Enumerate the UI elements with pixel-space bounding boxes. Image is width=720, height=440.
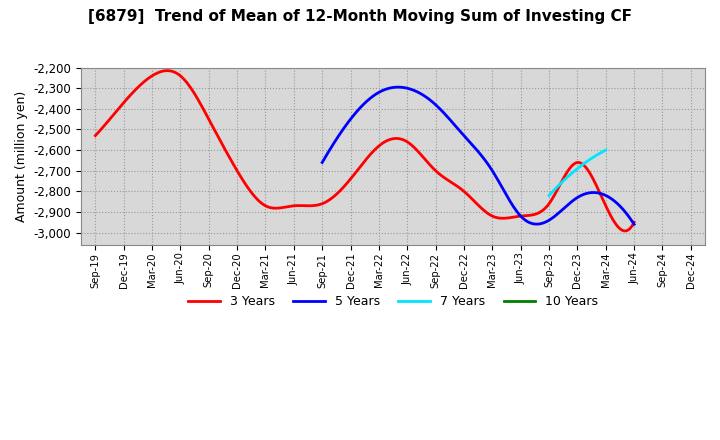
3 Years xyxy=(413,149,422,154)
5 Years xyxy=(510,205,518,210)
5 Years xyxy=(505,197,513,202)
3 Years xyxy=(412,147,420,152)
7 Years xyxy=(574,165,582,171)
Legend: 3 Years, 5 Years, 7 Years, 10 Years: 3 Years, 5 Years, 7 Years, 10 Years xyxy=(184,290,603,313)
3 Years xyxy=(93,131,102,136)
Line: 5 Years: 5 Years xyxy=(322,87,634,224)
3 Years xyxy=(91,133,99,138)
5 Years xyxy=(582,191,590,196)
5 Years xyxy=(503,195,512,200)
Y-axis label: Amount (million yen): Amount (million yen) xyxy=(15,91,28,222)
7 Years xyxy=(578,162,587,167)
7 Years xyxy=(556,182,564,187)
5 Years xyxy=(318,160,326,165)
3 Years xyxy=(630,220,639,225)
5 Years xyxy=(394,84,402,90)
7 Years xyxy=(558,180,567,185)
3 Years xyxy=(581,164,590,169)
3 Years xyxy=(621,228,629,234)
5 Years xyxy=(319,158,328,163)
5 Years xyxy=(630,222,639,227)
7 Years xyxy=(598,149,607,154)
7 Years xyxy=(545,193,554,198)
Line: 3 Years: 3 Years xyxy=(95,71,634,231)
3 Years xyxy=(163,68,172,73)
3 Years xyxy=(547,198,556,203)
7 Years xyxy=(601,147,610,153)
Text: [6879]  Trend of Mean of 12-Month Moving Sum of Investing CF: [6879] Trend of Mean of 12-Month Moving … xyxy=(88,9,632,24)
Line: 7 Years: 7 Years xyxy=(549,150,606,195)
5 Years xyxy=(602,193,611,198)
7 Years xyxy=(597,150,606,155)
3 Years xyxy=(423,159,431,164)
